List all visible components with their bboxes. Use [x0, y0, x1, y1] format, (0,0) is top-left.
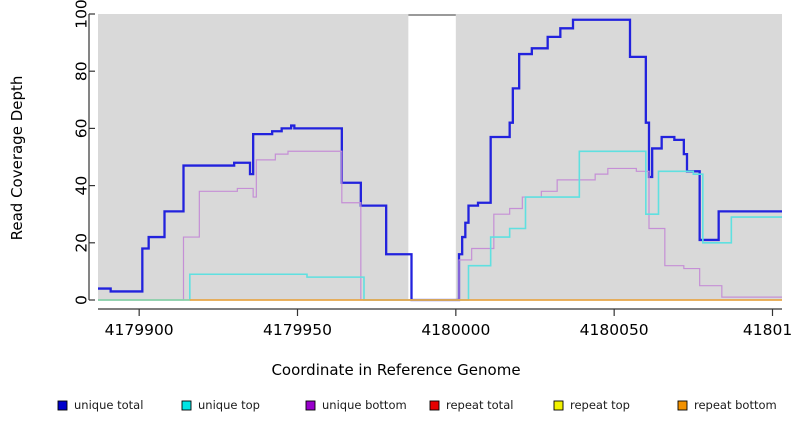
y-tick-label: 0 [73, 295, 91, 305]
x-axis-title: Coordinate in Reference Genome [271, 361, 520, 379]
y-tick-label: 80 [73, 61, 91, 81]
legend-swatch-unique-total [57, 400, 68, 411]
series-line-unique-total [98, 18, 782, 302]
gap-top-border [408, 14, 456, 16]
legend-label-unique-top: unique top [198, 398, 260, 412]
legend-label-repeat-bottom: repeat bottom [694, 398, 777, 412]
series-line-unique-bottom [98, 150, 782, 301]
x-tick-label: 418010 [743, 321, 792, 339]
x-tick-label: 4180000 [421, 321, 490, 339]
x-tick-label: 4179900 [105, 321, 174, 339]
legend-swatch-unique-bottom [305, 400, 316, 411]
y-tick-label: 60 [73, 119, 91, 139]
series-layer [98, 18, 782, 302]
series-line-unique-top [98, 150, 782, 301]
legend-swatch-unique-top [181, 400, 192, 411]
y-tick-label: 40 [73, 176, 91, 196]
panel-right [455, 14, 782, 300]
legend-label-repeat-top: repeat top [570, 398, 630, 412]
y-tick-label: 20 [73, 233, 91, 253]
chart-legend: unique total unique top unique bottom repea… [57, 398, 777, 412]
y-tick-label: 100 [73, 0, 91, 29]
x-tick-label: 4179950 [263, 321, 332, 339]
axis-layer: 0 20 40 60 80 100 4179900 4179950 4180000 4180050… [73, 0, 792, 339]
legend-swatch-repeat-top [553, 400, 564, 411]
legend-label-repeat-total: repeat total [446, 398, 513, 412]
legend-swatch-repeat-bottom [677, 400, 688, 411]
y-axis-title: Read Coverage Depth [8, 76, 26, 241]
legend-swatch-repeat-total [429, 400, 440, 411]
legend-label-unique-total: unique total [74, 398, 143, 412]
x-tick-label: 4180050 [580, 321, 649, 339]
legend-label-unique-bottom: unique bottom [322, 398, 407, 412]
